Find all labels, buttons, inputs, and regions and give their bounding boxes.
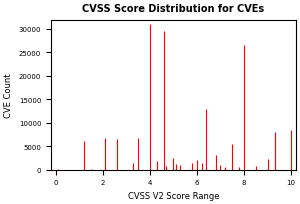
X-axis label: CVSS V2 Score Range: CVSS V2 Score Range (128, 191, 219, 200)
Title: CVSS Score Distribution for CVEs: CVSS Score Distribution for CVEs (82, 4, 264, 14)
Y-axis label: CVE Count: CVE Count (4, 73, 13, 117)
